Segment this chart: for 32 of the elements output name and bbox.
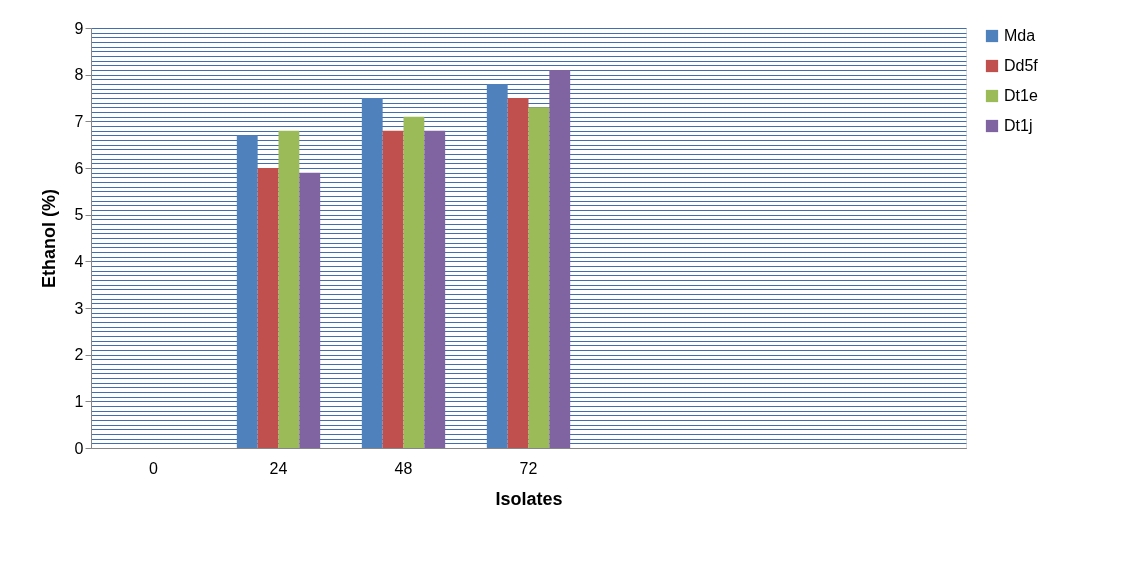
bar xyxy=(507,98,529,448)
bar xyxy=(361,98,383,448)
y-tick-label: 9 xyxy=(74,19,84,37)
y-axis-title: Ethanol (%) xyxy=(38,189,59,288)
bar xyxy=(299,172,321,448)
bar xyxy=(257,168,279,448)
y-tick-label: 5 xyxy=(74,206,84,224)
x-axis-title: Isolates xyxy=(495,488,563,509)
bar xyxy=(528,107,550,448)
y-tick-label: 4 xyxy=(74,252,84,270)
legend-label: Mda xyxy=(1004,27,1036,44)
y-tick-label: 6 xyxy=(74,159,84,177)
bar xyxy=(486,84,508,448)
x-tick-label: 24 xyxy=(269,459,288,477)
x-tick-label: 72 xyxy=(519,459,538,477)
y-tick-label: 1 xyxy=(74,392,84,410)
y-tick-label: 0 xyxy=(74,439,84,457)
legend-label: Dt1e xyxy=(1004,87,1038,104)
y-tick-label: 7 xyxy=(74,112,84,130)
y-tick-label: 3 xyxy=(74,299,84,317)
y-tick-label: 8 xyxy=(74,66,84,84)
legend-label: Dt1j xyxy=(1004,117,1033,134)
bar xyxy=(382,130,404,448)
x-tick-label: 48 xyxy=(394,459,413,477)
bar xyxy=(236,135,258,448)
x-tick-label: 0 xyxy=(149,459,159,477)
bar xyxy=(549,70,571,448)
bar xyxy=(403,116,425,448)
bar xyxy=(424,130,446,448)
y-tick-label: 2 xyxy=(74,346,84,364)
bar xyxy=(278,130,300,448)
legend-label: Dd5f xyxy=(1004,57,1039,74)
